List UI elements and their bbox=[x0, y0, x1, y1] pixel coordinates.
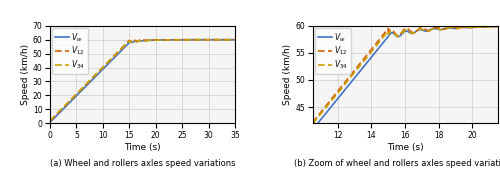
$V_{12}$ bbox=[164, 39, 170, 41]
$V_{34}$ bbox=[156, 39, 162, 41]
Line: $V_{12}$: $V_{12}$ bbox=[312, 26, 498, 123]
Line: $V_{34}$: $V_{34}$ bbox=[50, 40, 235, 120]
$V_w$ bbox=[318, 118, 324, 120]
$V_w$ bbox=[487, 26, 493, 28]
$V_w$ bbox=[134, 40, 140, 43]
$V_{12}$ bbox=[494, 25, 500, 28]
$V_{34}$ bbox=[318, 112, 324, 114]
$V_w$ bbox=[218, 39, 224, 41]
$V_{34}$ bbox=[310, 123, 316, 125]
$V_{12}$ bbox=[324, 104, 330, 106]
Title: (a) Wheel and rollers axles speed variations: (a) Wheel and rollers axles speed variat… bbox=[50, 159, 235, 168]
Legend: $V_w$, $V_{12}$, $V_{34}$: $V_w$, $V_{12}$, $V_{34}$ bbox=[315, 28, 350, 74]
$V_{34}$ bbox=[232, 39, 238, 41]
Line: $V_w$: $V_w$ bbox=[50, 40, 235, 121]
$V_{34}$ bbox=[452, 27, 458, 30]
$V_w$ bbox=[114, 54, 120, 56]
$V_w$ bbox=[386, 34, 392, 36]
$V_w$ bbox=[356, 71, 362, 73]
$V_w$ bbox=[47, 120, 53, 122]
$V_{34}$ bbox=[324, 105, 330, 108]
$V_{34}$ bbox=[114, 52, 120, 55]
$V_{12}$ bbox=[114, 52, 120, 54]
$V_{34}$ bbox=[86, 81, 91, 83]
$V_{12}$ bbox=[156, 39, 162, 41]
$V_w$ bbox=[156, 39, 162, 41]
$V_{34}$ bbox=[164, 39, 170, 41]
$V_{12}$ bbox=[452, 26, 458, 28]
$V_{12}$ bbox=[318, 110, 324, 112]
Y-axis label: Speed (km/h): Speed (km/h) bbox=[284, 44, 292, 105]
Line: $V_w$: $V_w$ bbox=[312, 26, 498, 130]
X-axis label: Time (s): Time (s) bbox=[386, 143, 424, 152]
$V_w$ bbox=[232, 39, 238, 41]
$V_w$ bbox=[310, 128, 316, 131]
$V_{12}$ bbox=[386, 29, 392, 32]
Line: $V_{34}$: $V_{34}$ bbox=[312, 27, 498, 124]
$V_{34}$ bbox=[386, 32, 392, 34]
$V_{12}$ bbox=[232, 39, 238, 41]
$V_{12}$ bbox=[487, 25, 493, 28]
$V_w$ bbox=[452, 27, 458, 30]
$V_{12}$ bbox=[86, 81, 91, 83]
$V_{12}$ bbox=[356, 63, 362, 66]
Legend: $V_w$, $V_{12}$, $V_{34}$: $V_w$, $V_{12}$, $V_{34}$ bbox=[52, 28, 88, 74]
$V_w$ bbox=[86, 82, 91, 84]
$V_{34}$ bbox=[494, 26, 500, 28]
$V_{12}$ bbox=[218, 39, 224, 41]
$V_w$ bbox=[324, 111, 330, 113]
$V_{34}$ bbox=[487, 26, 493, 28]
$V_{12}$ bbox=[134, 40, 140, 43]
$V_w$ bbox=[164, 39, 170, 41]
Y-axis label: Speed (km/h): Speed (km/h) bbox=[21, 44, 30, 105]
$V_{34}$ bbox=[356, 66, 362, 68]
X-axis label: Time (s): Time (s) bbox=[124, 143, 161, 152]
Line: $V_{12}$: $V_{12}$ bbox=[50, 40, 235, 121]
$V_{34}$ bbox=[134, 40, 140, 43]
$V_{12}$ bbox=[310, 121, 316, 124]
$V_w$ bbox=[494, 25, 500, 28]
$V_{34}$ bbox=[218, 39, 224, 41]
Title: (b) Zoom of wheel and rollers axles speed variations: (b) Zoom of wheel and rollers axles spee… bbox=[294, 159, 500, 168]
$V_{12}$ bbox=[47, 119, 53, 122]
$V_{34}$ bbox=[47, 119, 53, 121]
